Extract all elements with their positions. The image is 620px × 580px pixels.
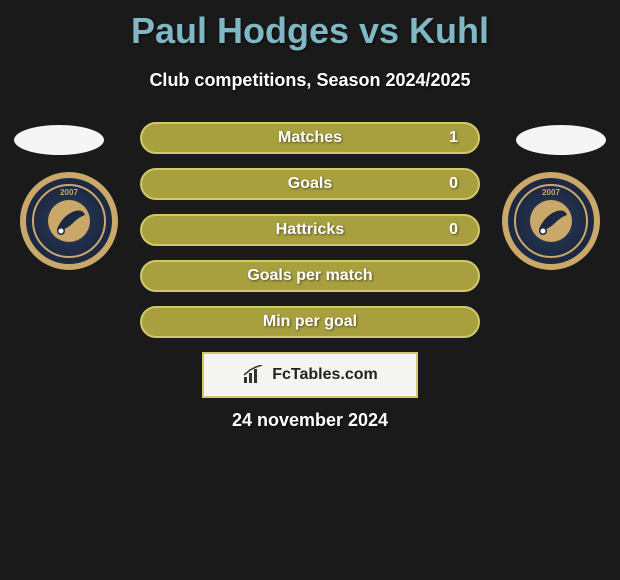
stat-bar: Min per goal: [140, 306, 480, 338]
page-title: Paul Hodges vs Kuhl: [0, 0, 620, 52]
stat-label: Goals per match: [247, 267, 372, 285]
player-avatar-left: [14, 125, 104, 155]
subtitle: Club competitions, Season 2024/2025: [0, 70, 620, 91]
player-avatar-right: [516, 125, 606, 155]
brand-box[interactable]: FcTables.com: [202, 352, 418, 398]
date: 24 november 2024: [0, 410, 620, 431]
badge-center: [530, 200, 572, 242]
stat-bar: Goals per match: [140, 260, 480, 292]
stat-label: Matches: [278, 129, 342, 147]
stat-label: Hattricks: [276, 221, 344, 239]
club-badge-left: 2007: [20, 172, 118, 270]
bird-icon: [49, 201, 89, 241]
brand-text: FcTables.com: [272, 366, 378, 384]
bird-icon: [531, 201, 571, 241]
stat-label: Goals: [288, 175, 332, 193]
stat-bar: Matches 1: [140, 122, 480, 154]
stat-value: 0: [449, 221, 458, 239]
badge-center: [48, 200, 90, 242]
stat-label: Min per goal: [263, 313, 357, 331]
stat-value: 1: [449, 129, 458, 147]
stat-bar: Goals 0: [140, 168, 480, 200]
chart-icon: [242, 365, 266, 385]
infographic-container: Paul Hodges vs Kuhl Club competitions, S…: [0, 0, 620, 580]
club-badge-right: 2007: [502, 172, 600, 270]
stat-bar: Hattricks 0: [140, 214, 480, 246]
stat-value: 0: [449, 175, 458, 193]
stat-bars: Matches 1 Goals 0 Hattricks 0 Goals per match M…: [140, 122, 480, 352]
